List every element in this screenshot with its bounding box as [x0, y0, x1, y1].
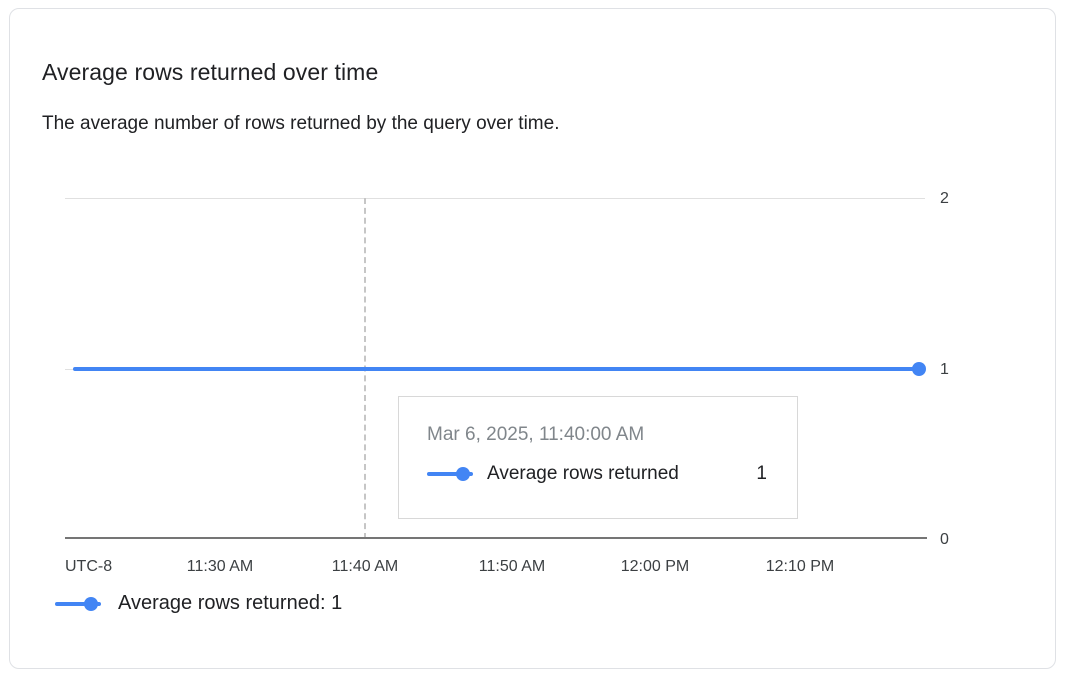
y-axis-tick-0: 0	[940, 531, 949, 548]
legend-marker-dot	[84, 596, 98, 611]
x-axis-tick-1210: 12:10 PM	[765, 558, 835, 575]
x-axis-line	[65, 537, 927, 539]
chart-card: Average rows returned over time The aver…	[9, 8, 1056, 669]
y-axis-tick-1: 1	[940, 361, 949, 378]
chart-subtitle: The average number of rows returned by t…	[42, 113, 560, 134]
y-axis-tick-2: 2	[940, 190, 949, 207]
chart-tooltip: Mar 6, 2025, 11:40:00 AM Average rows re…	[398, 396, 798, 519]
series-marker-icon	[427, 467, 473, 481]
x-axis-tick-1130: 11:30 AM	[186, 558, 254, 575]
legend-item-average-rows-returned[interactable]: Average rows returned: 1	[55, 592, 342, 615]
x-axis-tick-1140: 11:40 AM	[331, 558, 399, 575]
series-marker-dot	[456, 467, 470, 481]
tooltip-timestamp: Mar 6, 2025, 11:40:00 AM	[427, 424, 645, 445]
chart-plot-area[interactable]	[65, 198, 927, 539]
x-axis-timezone-label: UTC-8	[65, 558, 113, 575]
series-endpoint-dot	[912, 362, 926, 376]
chart-title: Average rows returned over time	[42, 59, 379, 85]
tooltip-series-row: Average rows returned 1	[427, 463, 767, 485]
series-line-average-rows-returned	[73, 367, 919, 371]
legend-series-marker-icon	[55, 596, 101, 611]
x-axis-tick-1200: 12:00 PM	[620, 558, 690, 575]
legend-label: Average rows returned: 1	[118, 592, 343, 614]
gridline-y2	[65, 198, 925, 199]
tooltip-series-value: 1	[756, 463, 767, 484]
x-axis-tick-1150: 11:50 AM	[478, 558, 546, 575]
series-marker-line	[427, 472, 473, 476]
tooltip-series-label: Average rows returned	[487, 463, 679, 484]
legend-marker-line	[55, 601, 101, 606]
